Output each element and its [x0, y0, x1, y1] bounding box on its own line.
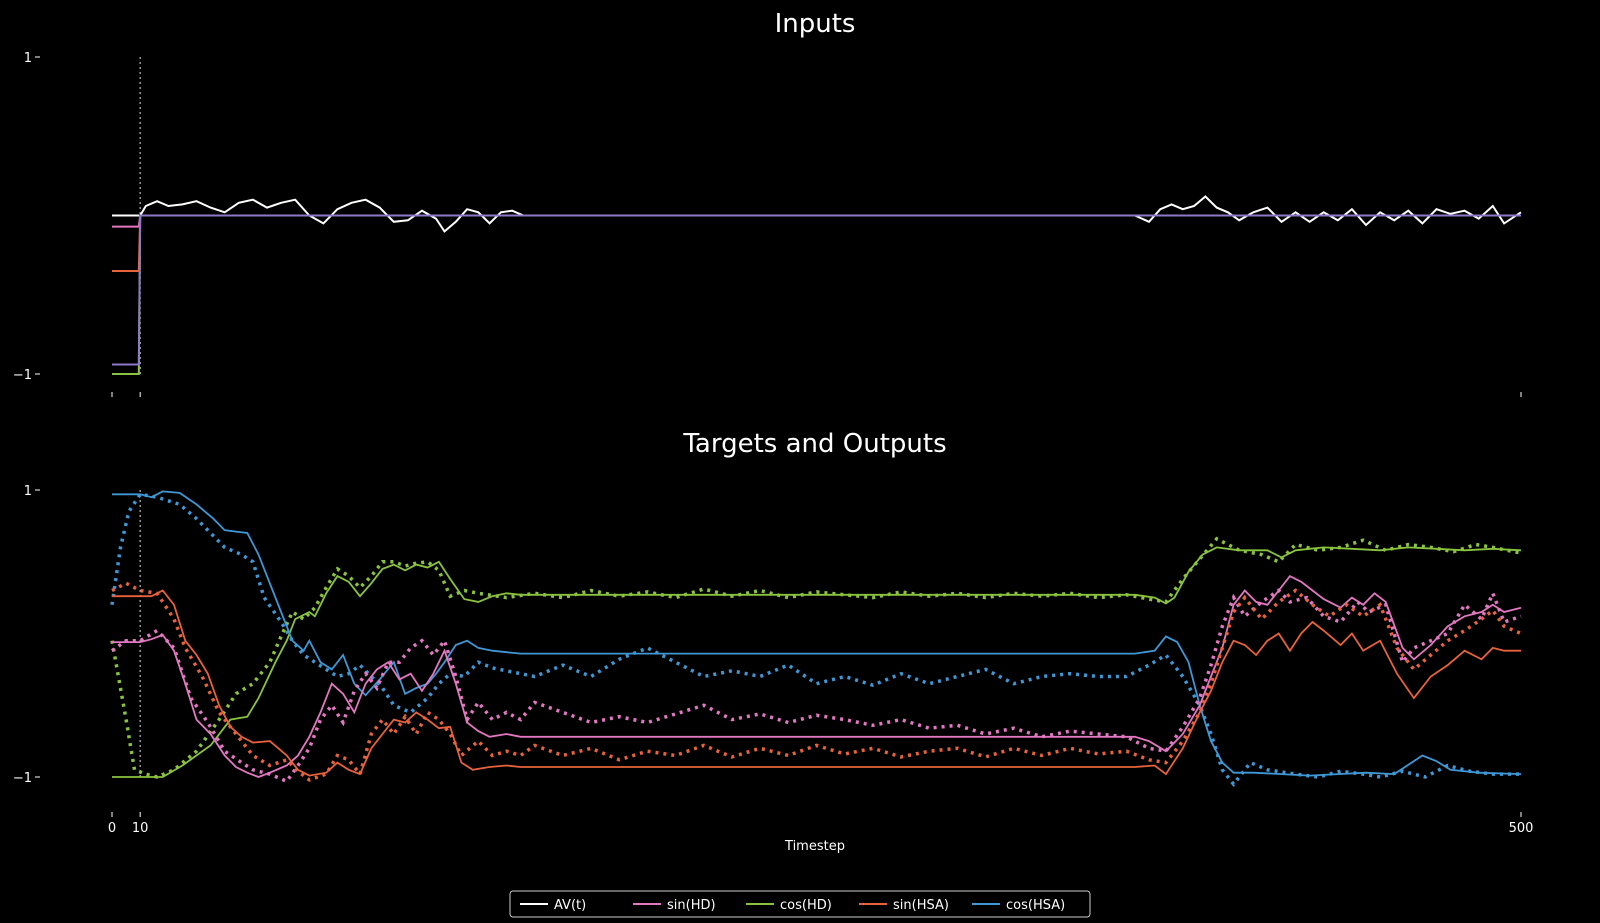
output-line-cos-hd [110, 536, 1522, 779]
input-line-av-t-late [1134, 195, 1522, 227]
targets-outputs-panel: Targets and Outputs Timestep 1 −1 0 10 500 [13, 429, 1534, 854]
legend-frame [509, 890, 1091, 918]
y-tick-label: −1 [13, 771, 32, 786]
legend-label-cos-hd: cos(HD) [780, 898, 832, 913]
x-axis-label: Timestep [784, 839, 845, 854]
y-tick-label: 1 [24, 51, 32, 66]
target-line-cos-hd [112, 546, 1522, 778]
x-tick-label: 500 [1509, 821, 1534, 836]
input-line-cos-hd [112, 214, 1521, 375]
target-line-cos-hsa [112, 490, 1522, 777]
legend: AV(t) sin(HD) cos(HD) sin(HSA) cos(HSA) [509, 890, 1091, 918]
output-line-sin-hsa [111, 581, 1522, 782]
x-tick-label: 0 [108, 821, 116, 836]
legend-label-av-t: AV(t) [554, 898, 586, 913]
x-tick-label: 10 [132, 821, 149, 836]
legend-label-sin-hd: sin(HD) [667, 898, 716, 913]
y-tick-label: 1 [24, 484, 32, 499]
input-line-cos-hsa [112, 214, 1521, 366]
target-line-sin-hsa [112, 589, 1521, 777]
y-tick-label: −1 [13, 368, 32, 383]
inputs-panel: Inputs 1 −1 [13, 9, 1522, 397]
legend-label-sin-hsa: sin(HSA) [893, 898, 949, 913]
output-line-sin-hd [110, 588, 1522, 784]
legend-label-cos-hsa: cos(HSA) [1006, 898, 1065, 913]
output-line-cos-hsa [110, 492, 1521, 788]
targets-outputs-title: Targets and Outputs [682, 429, 946, 459]
inputs-title: Inputs [775, 9, 856, 39]
target-line-sin-hd [112, 574, 1522, 778]
